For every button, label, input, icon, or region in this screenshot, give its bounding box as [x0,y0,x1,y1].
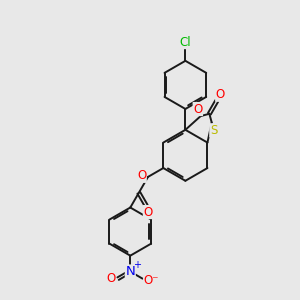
Text: O: O [143,206,153,219]
Text: +: + [133,260,141,270]
Text: O⁻: O⁻ [144,274,159,287]
Text: O: O [106,272,116,285]
Text: N: N [125,265,135,278]
Text: O: O [216,88,225,101]
Text: Cl: Cl [180,36,191,49]
Text: O: O [193,103,203,116]
Text: O: O [137,169,146,182]
Text: S: S [210,124,217,137]
